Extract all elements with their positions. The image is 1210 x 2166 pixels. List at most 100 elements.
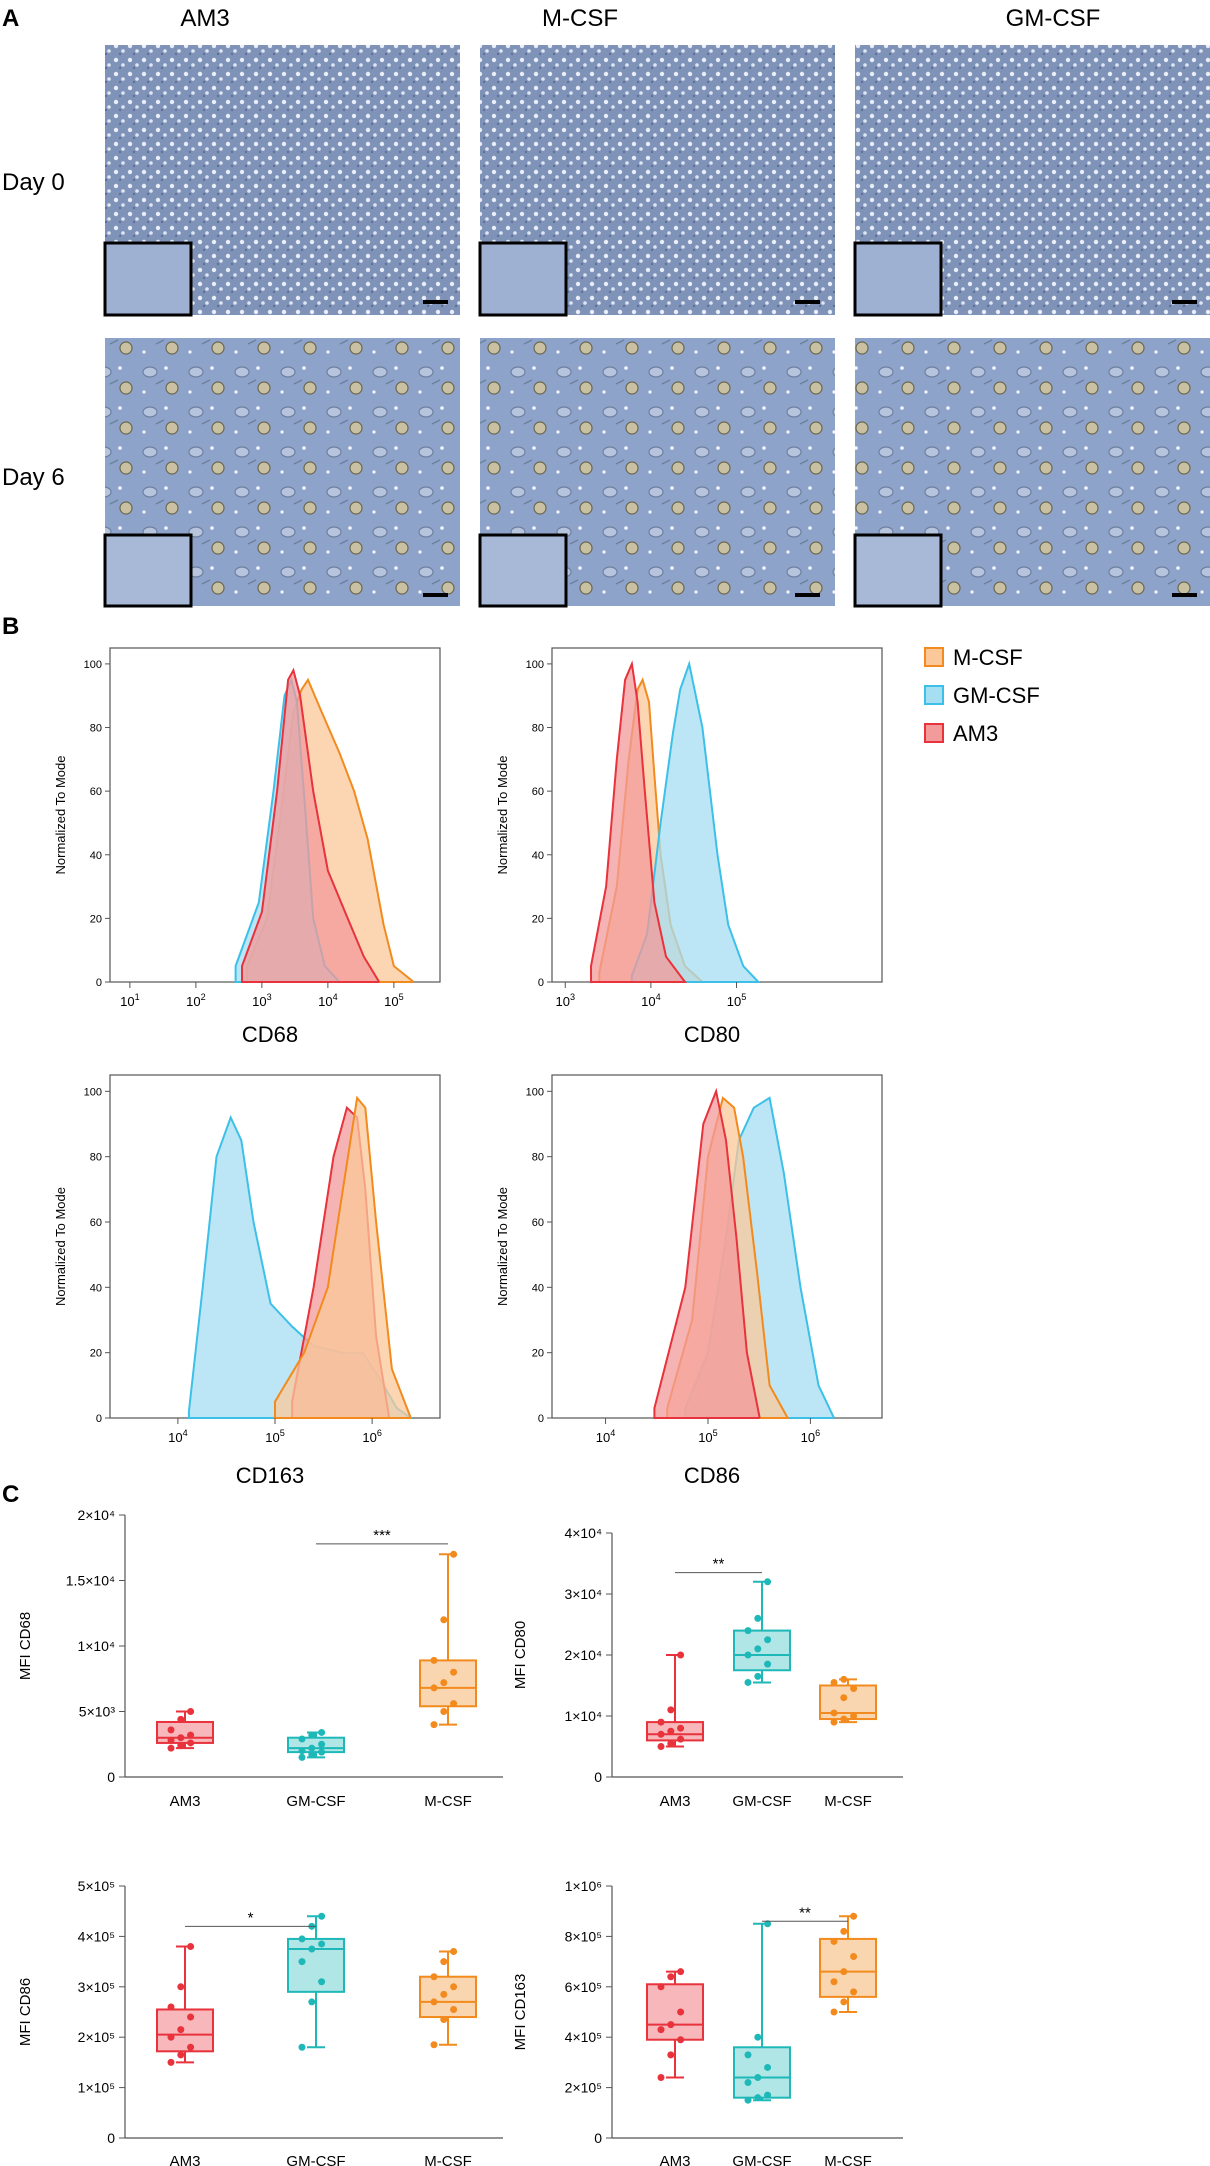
scale-bar <box>423 300 448 304</box>
x-tick-label: 102 <box>186 992 206 1009</box>
micrograph-am3-day6 <box>103 338 460 608</box>
legend-swatch-gmcsf <box>924 685 944 705</box>
y-tick-label: 8×10⁵ <box>565 1928 602 1944</box>
data-point <box>667 1739 675 1747</box>
y-tick-label: 80 <box>532 723 544 735</box>
data-point <box>657 1730 665 1738</box>
data-point <box>167 1744 175 1752</box>
data-point <box>187 2013 195 2021</box>
y-tick-label: 20 <box>532 1348 544 1360</box>
data-point <box>187 2043 195 2051</box>
x-tick-label: 105 <box>384 992 404 1009</box>
legend-swatch-am3 <box>924 723 944 743</box>
data-point <box>677 1651 685 1659</box>
histogram-series-m-csf <box>274 1095 413 1419</box>
data-point <box>850 1912 858 1920</box>
y-tick-label: 1×10⁴ <box>77 1638 115 1654</box>
inset-frame <box>853 533 943 608</box>
inset-frame <box>103 241 193 317</box>
data-point <box>840 1715 848 1723</box>
column-label-am3: AM3 <box>180 5 229 32</box>
data-point <box>308 1731 316 1739</box>
boxplot-mfi-cd68: 0 5×10³ 1×10⁴ 1.5×10⁴ 2×10⁴ MFI CD68 AM3 GM-CSF… <box>17 1507 503 1810</box>
significance-label: * <box>248 1909 254 1926</box>
scale-bar <box>795 593 820 597</box>
data-point <box>187 1942 195 1950</box>
x-axis-label: CD163 <box>236 1463 304 1488</box>
data-point <box>430 1656 438 1664</box>
y-tick-label: 100 <box>526 1086 544 1098</box>
legend-swatch-mcsf <box>924 647 944 667</box>
y-tick-label: 0 <box>107 2130 115 2146</box>
data-point <box>830 2008 838 2016</box>
y-tick-label: 6×10⁵ <box>565 1979 602 1995</box>
y-tick-label: 80 <box>90 1152 102 1164</box>
box-gm-csf <box>733 1629 791 1672</box>
category-label: GM-CSF <box>286 1793 345 1810</box>
legend-label-gmcsf: GM-CSF <box>953 683 1040 708</box>
scale-bar <box>423 593 448 597</box>
category-label: AM3 <box>170 2153 201 2166</box>
data-point <box>677 1968 685 1976</box>
data-point <box>764 1636 772 1644</box>
data-point <box>657 1983 665 1991</box>
data-point <box>677 1724 685 1732</box>
column-label-mcsf: M-CSF <box>542 5 618 32</box>
data-point <box>430 2041 438 2049</box>
data-point <box>744 1678 752 1686</box>
data-point <box>754 2094 762 2102</box>
data-point <box>167 2058 175 2066</box>
data-point <box>850 1685 858 1693</box>
data-point <box>440 1616 448 1624</box>
y-tick-label: 100 <box>84 1086 102 1098</box>
data-point <box>187 1708 195 1715</box>
data-point <box>298 1958 306 1966</box>
scale-bar <box>1172 300 1197 304</box>
category-label: AM3 <box>170 1793 201 1810</box>
data-point <box>450 1983 458 1991</box>
data-point <box>177 1734 185 1742</box>
x-tick-label: 104 <box>318 992 338 1009</box>
inset-frame <box>478 533 568 608</box>
box-gm-csf <box>287 1937 345 1993</box>
y-tick-label: 100 <box>526 659 544 671</box>
category-label: AM3 <box>660 1793 691 1810</box>
data-point <box>667 2051 675 2059</box>
x-tick-label: 103 <box>555 992 575 1009</box>
data-point <box>667 1727 675 1735</box>
histogram-cd163: 0 20 40 60 80 100 104 105 106 Normalized To Mode C… <box>53 1074 441 1488</box>
data-point <box>667 2021 675 2029</box>
y-tick-label: 100 <box>84 659 102 671</box>
scale-bar <box>795 300 820 304</box>
y-tick-label: 80 <box>532 1152 544 1164</box>
y-tick-label: 60 <box>90 1217 102 1229</box>
y-tick-label: 2×10⁵ <box>78 2029 115 2045</box>
micrograph-mcsf-day6 <box>478 338 835 608</box>
y-tick-label: 1×10⁴ <box>564 1708 602 1724</box>
data-point <box>167 2003 175 2011</box>
y-tick-label: 60 <box>532 786 544 798</box>
data-point <box>744 1627 752 1635</box>
category-label: M-CSF <box>424 1793 472 1810</box>
data-point <box>830 1718 838 1726</box>
y-tick-label: 20 <box>90 913 102 925</box>
x-axis-label: CD86 <box>684 1463 740 1488</box>
histogram-series-am3 <box>589 660 687 983</box>
x-tick-label: 104 <box>168 1428 188 1445</box>
data-point <box>450 1948 458 1956</box>
y-tick-label: 20 <box>532 913 544 925</box>
data-point <box>657 1718 665 1726</box>
data-point <box>677 2008 685 2016</box>
data-point <box>450 1700 458 1708</box>
boxplot-mfi-cd86: 0 1×10⁵ 2×10⁵ 3×10⁵ 4×10⁵ 5×10⁵ MFI CD86 AM3 GM-… <box>17 1878 503 2166</box>
data-point <box>850 1988 858 1996</box>
histogram-layer: 0 20 40 60 80 100 101 102 103 104 105 Normalized To… <box>53 647 883 1488</box>
x-tick-label: 104 <box>641 992 661 1009</box>
y-tick-label: 5×10³ <box>79 1704 116 1720</box>
panel-label-c: C <box>2 1481 19 1508</box>
y-tick-label: 2×10⁵ <box>565 2080 602 2096</box>
y-axis-label: MFI CD86 <box>17 1978 34 2046</box>
y-axis-label: MFI CD163 <box>512 1974 529 2051</box>
data-point <box>298 2043 306 2051</box>
data-point <box>177 2051 185 2059</box>
